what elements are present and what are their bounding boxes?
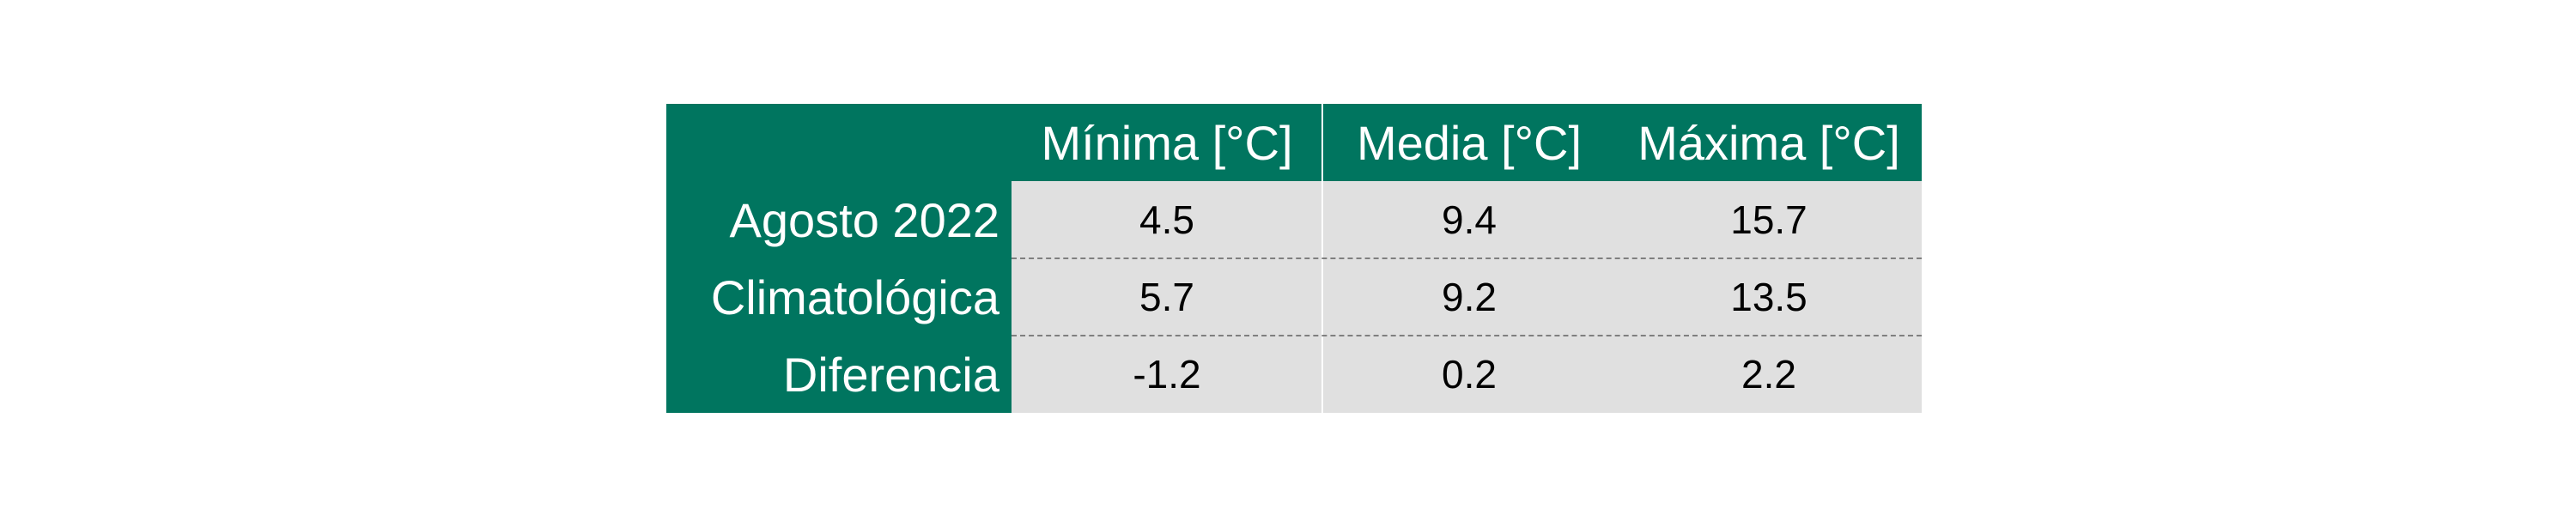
row-separator-1 (1012, 258, 1922, 259)
row-label-climatologica: Climatológica (710, 270, 999, 324)
column-header-maxima: Máxima [°C] (1637, 115, 1900, 170)
header-row-bg (1012, 104, 1922, 181)
row-label-agosto-2022: Agosto 2022 (729, 192, 999, 247)
column-header-media: Media [°C] (1356, 115, 1583, 170)
cell-diferencia-maxima: 2.2 (1616, 336, 1922, 413)
cell-climatologica-maxima: 13.5 (1616, 258, 1922, 336)
row-label-column-bg (666, 181, 1012, 413)
cell-climatologica-minima: 5.7 (1012, 258, 1322, 336)
cell-diferencia-minima: -1.2 (1012, 336, 1322, 413)
cell-agosto-maxima: 15.7 (1616, 181, 1922, 258)
cell-diferencia-media: 0.2 (1322, 336, 1616, 413)
cell-climatologica-media: 9.2 (1322, 258, 1616, 336)
table-corner-cell (666, 104, 1012, 181)
temperature-table: Mínima [°C] Media [°C] Máxima [°C] Agost… (666, 104, 1922, 413)
row-separator-2 (1012, 335, 1922, 336)
cell-agosto-media: 9.4 (1322, 181, 1616, 258)
cell-agosto-minima: 4.5 (1012, 181, 1322, 258)
column-header-minima: Mínima [°C] (1041, 115, 1293, 170)
row-label-diferencia: Diferencia (782, 347, 999, 402)
